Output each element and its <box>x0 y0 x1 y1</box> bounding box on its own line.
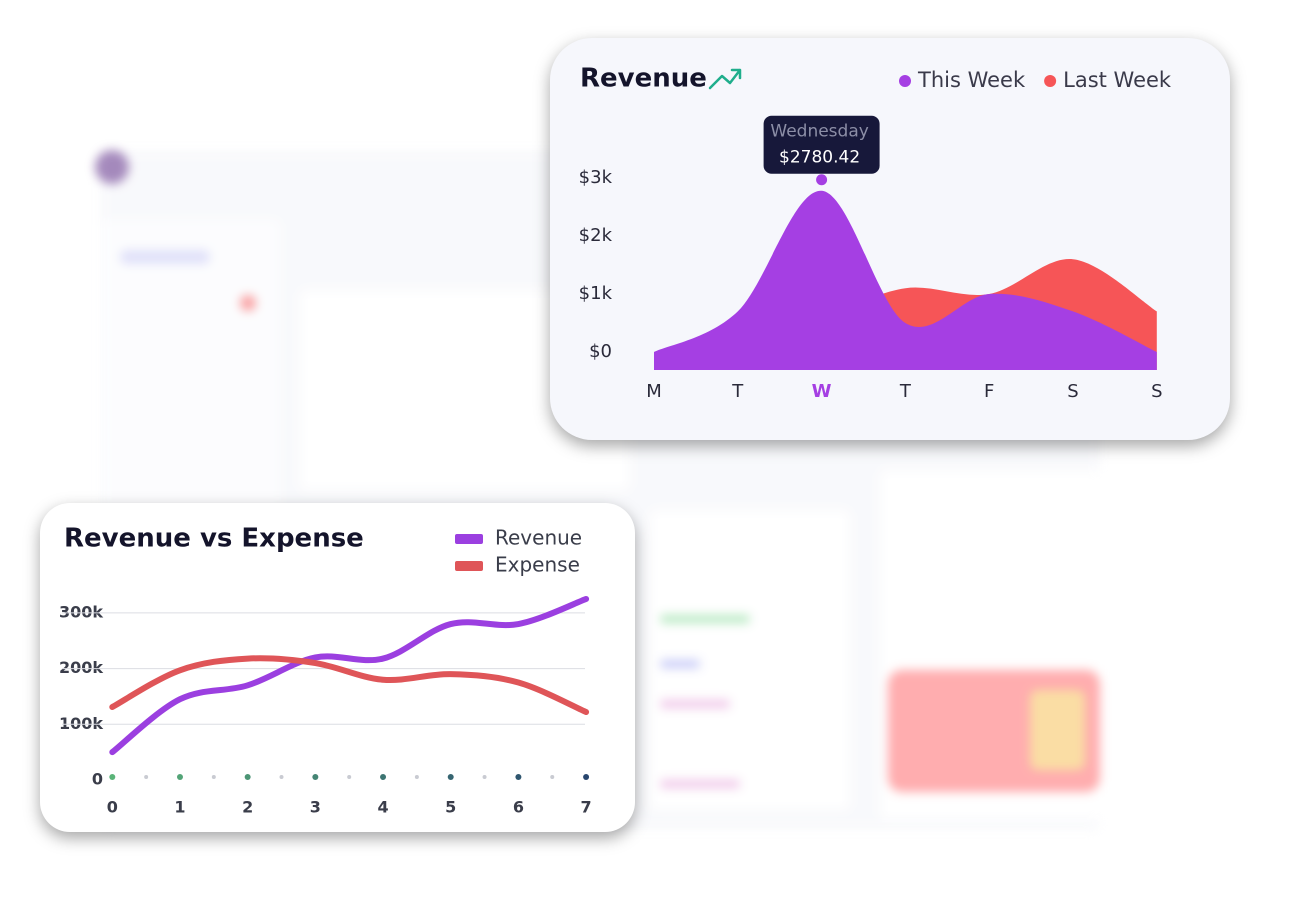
legend-marker <box>1044 75 1057 87</box>
tooltip-title: Wednesday <box>770 122 868 142</box>
x-tick-dot <box>176 774 183 780</box>
legend-label: This Week <box>917 68 1026 92</box>
revenue-card: Revenue $0 $1k $2k $3k M T W T F S S This Week Last … <box>550 38 1230 440</box>
x-tick-label: 1 <box>174 798 185 817</box>
legend-marker <box>455 534 483 544</box>
revenue-chart: Revenue $0 $1k $2k $3k M T W T F S S This Week Last … <box>579 64 1172 403</box>
legend-label: Revenue <box>495 526 582 550</box>
x-tick-label: M <box>646 381 662 402</box>
legend-marker <box>455 561 483 571</box>
y-tick-label: $3k <box>579 167 613 188</box>
y-tick-label: 200k <box>59 658 103 677</box>
x-tick-label: S <box>1151 381 1162 402</box>
minor-dot <box>144 775 149 779</box>
x-tick-label: T <box>899 381 912 402</box>
line <box>109 655 590 716</box>
x-tick-dot <box>447 774 454 780</box>
y-tick-label: $2k <box>579 225 613 246</box>
chart-title: Revenue vs Expense <box>64 524 364 554</box>
x-tick-label: 6 <box>513 798 524 817</box>
minor-dot <box>414 775 419 779</box>
x-tick-dot <box>244 774 251 780</box>
revenue-expense-chart: Revenue vs Expense 0 100k 200k 300k 0 1 2 3 4 5 6 7… <box>59 524 592 817</box>
y-tick-label: $1k <box>579 283 613 304</box>
legend-marker <box>899 75 911 87</box>
x-tick-label: W <box>812 381 832 402</box>
minor-dot <box>211 775 216 779</box>
y-tick-label: 0 <box>92 770 103 789</box>
x-tick-label: 5 <box>445 798 456 817</box>
x-tick-dot <box>515 774 522 780</box>
trend-icon <box>708 68 742 90</box>
y-tick-label: 100k <box>59 714 103 733</box>
tooltip-value: $2780.42 <box>779 148 860 168</box>
x-tick-dot <box>109 774 116 780</box>
minor-dot <box>279 775 284 779</box>
x-tick-label: 7 <box>581 798 592 817</box>
x-tick-dot <box>583 774 590 780</box>
y-tick-label: $0 <box>589 341 612 362</box>
line <box>109 595 590 756</box>
x-tick-label: S <box>1067 381 1078 402</box>
legend-label: Last Week <box>1063 68 1172 92</box>
y-tick-label: 300k <box>59 602 103 621</box>
revenue-expense-card: Revenue vs Expense 0 100k 200k 300k 0 1 2 3 4 5 6 7… <box>40 503 635 832</box>
x-tick-label: 0 <box>107 798 118 817</box>
x-tick-label: 4 <box>377 798 388 817</box>
x-tick-label: 2 <box>242 798 253 817</box>
tooltip-dot <box>816 174 828 186</box>
chart-title: Revenue <box>580 64 707 94</box>
area <box>654 190 1157 370</box>
minor-dot <box>550 775 555 779</box>
x-tick-dot <box>380 774 387 780</box>
minor-dot <box>482 775 487 779</box>
legend-label: Expense <box>495 553 580 577</box>
x-tick-label: T <box>731 381 744 402</box>
tooltip-box <box>763 115 880 174</box>
minor-dot <box>347 775 352 779</box>
x-tick-dot <box>312 774 319 780</box>
x-tick-label: 3 <box>310 798 321 817</box>
x-tick-label: F <box>984 381 994 402</box>
